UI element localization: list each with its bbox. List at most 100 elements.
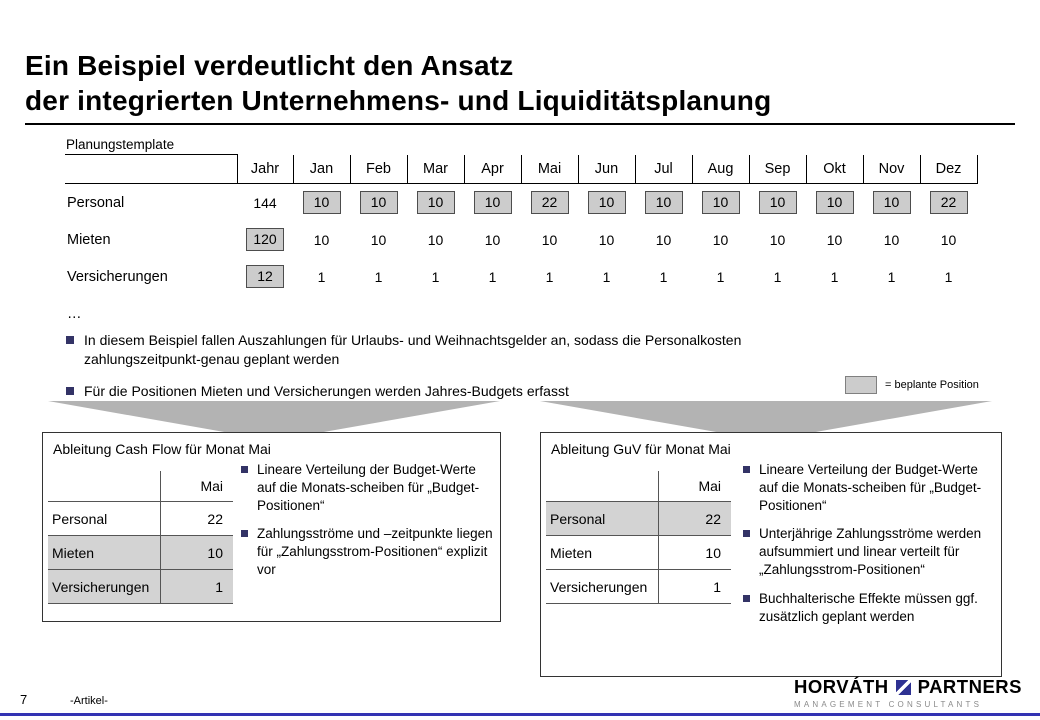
cashflow-title: Ableitung Cash Flow für Monat Mai xyxy=(53,441,271,457)
jahr-value: 12 xyxy=(237,258,293,295)
funnel-arrow-right xyxy=(540,401,992,432)
row-label: Mieten xyxy=(48,535,161,570)
planning-row: Versicherungen 12 1 1 1 1 1 1 1 1 1 1 1 1 xyxy=(65,258,977,295)
empty-cell xyxy=(863,295,920,332)
note-text: In diesem Beispiel fallen Auszahlungen f… xyxy=(84,332,742,367)
bullet-text: Unterjährige Zahlungsströme werden aufsu… xyxy=(759,526,982,578)
row-label: Mieten xyxy=(67,231,111,248)
cashflow-box: Ableitung Cash Flow für Monat Mai Mai Per… xyxy=(42,432,501,622)
logo-wordmark: HORVÁTH PARTNERS xyxy=(794,676,1022,698)
planned-position-box: 10 xyxy=(758,191,797,214)
empty-cell xyxy=(521,295,578,332)
month-value: 10 xyxy=(712,231,729,248)
month-value: 22 xyxy=(920,184,977,222)
column-header-mar: Mar xyxy=(406,154,465,184)
month-value: 1 xyxy=(887,268,896,285)
detail-corner-cell xyxy=(48,471,161,502)
planned-position-box: 10 xyxy=(872,191,911,214)
month-value: 10 xyxy=(883,231,900,248)
planning-row: Personal 144 10 10 10 10 22 10 10 10 10 10 10 22 xyxy=(65,184,977,222)
legend-label: = beplante Position xyxy=(885,379,979,391)
month-value: 1 xyxy=(830,268,839,285)
note-item: Für die Positionen Mieten und Versicheru… xyxy=(66,382,846,401)
title-line-2: der integrierten Unternehmens- und Liqui… xyxy=(25,85,772,116)
row-label: Personal xyxy=(48,501,161,536)
detail-row: Mieten 10 xyxy=(48,535,233,570)
bullet-text: Zahlungsströme und –zeitpunkte liegen fü… xyxy=(257,526,493,578)
month-value: 10 xyxy=(598,231,615,248)
empty-cell xyxy=(920,295,977,332)
title-line-1: Ein Beispiel verdeutlicht den Ansatz xyxy=(25,50,514,81)
month-value: 1 xyxy=(944,268,953,285)
column-header-mai: Mai xyxy=(658,471,731,502)
guv-box: Ableitung GuV für Monat Mai Mai Personal 2… xyxy=(540,432,1002,677)
jahr-value xyxy=(237,295,293,332)
planned-position-box: 10 xyxy=(473,191,512,214)
row-label: Versicherungen xyxy=(546,569,659,604)
document-label: -Artikel- xyxy=(70,695,108,707)
bullet-square-icon xyxy=(743,594,750,602)
cashflow-table: Mai Personal 22 Mieten 10 Versicherungen 1 xyxy=(48,471,233,604)
detail-row: Versicherungen 1 xyxy=(546,569,731,604)
bullet-item: Lineare Verteilung der Budget-Werte auf … xyxy=(743,461,993,514)
legend-swatch-icon xyxy=(845,376,877,394)
month-value: 10 xyxy=(541,231,558,248)
planning-template-label: Planungstemplate xyxy=(66,137,175,152)
month-value: 10 xyxy=(749,184,806,222)
planned-position-box: 10 xyxy=(359,191,398,214)
month-value: 10 xyxy=(350,184,407,222)
column-header-mai: Mai xyxy=(520,154,579,184)
month-value: 1 xyxy=(317,268,326,285)
column-header-dez: Dez xyxy=(919,154,978,184)
jahr-value: 144 xyxy=(253,194,277,211)
month-value: 10 xyxy=(826,231,843,248)
row-label: Mieten xyxy=(546,535,659,570)
notes-list: In diesem Beispiel fallen Auszahlungen f… xyxy=(66,331,846,414)
month-value: 1 xyxy=(773,268,782,285)
column-header-okt: Okt xyxy=(805,154,864,184)
month-value: 10 xyxy=(484,231,501,248)
column-header-jun: Jun xyxy=(577,154,636,184)
logo-name-left: HORVÁTH xyxy=(793,676,889,697)
planned-position-box: 22 xyxy=(929,191,968,214)
planned-position-box: 10 xyxy=(587,191,626,214)
bullet-text: Lineare Verteilung der Budget-Werte auf … xyxy=(257,462,480,513)
month-value: 10 xyxy=(578,184,635,222)
empty-cell xyxy=(293,295,350,332)
row-label: Versicherungen xyxy=(67,268,168,285)
row-label: Versicherungen xyxy=(48,569,161,604)
month-value: 10 xyxy=(769,231,786,248)
detail-row: Versicherungen 1 xyxy=(48,569,233,604)
planned-position-box: 10 xyxy=(302,191,341,214)
cashflow-bullets: Lineare Verteilung der Budget-Werte auf … xyxy=(241,461,493,590)
month-value: 10 xyxy=(464,184,521,222)
empty-cell xyxy=(692,295,749,332)
planned-position-box: 10 xyxy=(701,191,740,214)
planned-position-box: 10 xyxy=(416,191,455,214)
empty-cell xyxy=(407,295,464,332)
empty-cell xyxy=(578,295,635,332)
planned-position-box: 22 xyxy=(530,191,569,214)
planned-position-box: 10 xyxy=(644,191,683,214)
column-header-sep: Sep xyxy=(748,154,807,184)
column-header-apr: Apr xyxy=(463,154,522,184)
month-value: 10 xyxy=(635,184,692,222)
month-value: 1 xyxy=(659,268,668,285)
bullet-square-icon xyxy=(743,530,750,538)
row-label: Personal xyxy=(67,194,125,211)
bullet-square-icon xyxy=(66,336,74,344)
guv-table: Mai Personal 22 Mieten 10 Versicherungen 1 xyxy=(546,471,731,604)
month-value: 10 xyxy=(692,184,749,222)
empty-cell xyxy=(635,295,692,332)
bullet-square-icon xyxy=(241,530,248,538)
month-value: 1 xyxy=(716,268,725,285)
title-divider xyxy=(25,123,1015,125)
month-value: 1 xyxy=(431,268,440,285)
planning-row: Mieten 120 10 10 10 10 10 10 10 10 10 10 10 10 xyxy=(65,221,977,258)
planned-position-box: 12 xyxy=(246,265,284,288)
planning-template-table: Jahr Jan Feb Mar Apr Mai Jun Jul Aug Sep Okt Nov Dez… xyxy=(65,154,978,332)
column-header-jan: Jan xyxy=(292,154,351,184)
month-value: 1 xyxy=(488,268,497,285)
bullet-square-icon xyxy=(241,466,248,473)
